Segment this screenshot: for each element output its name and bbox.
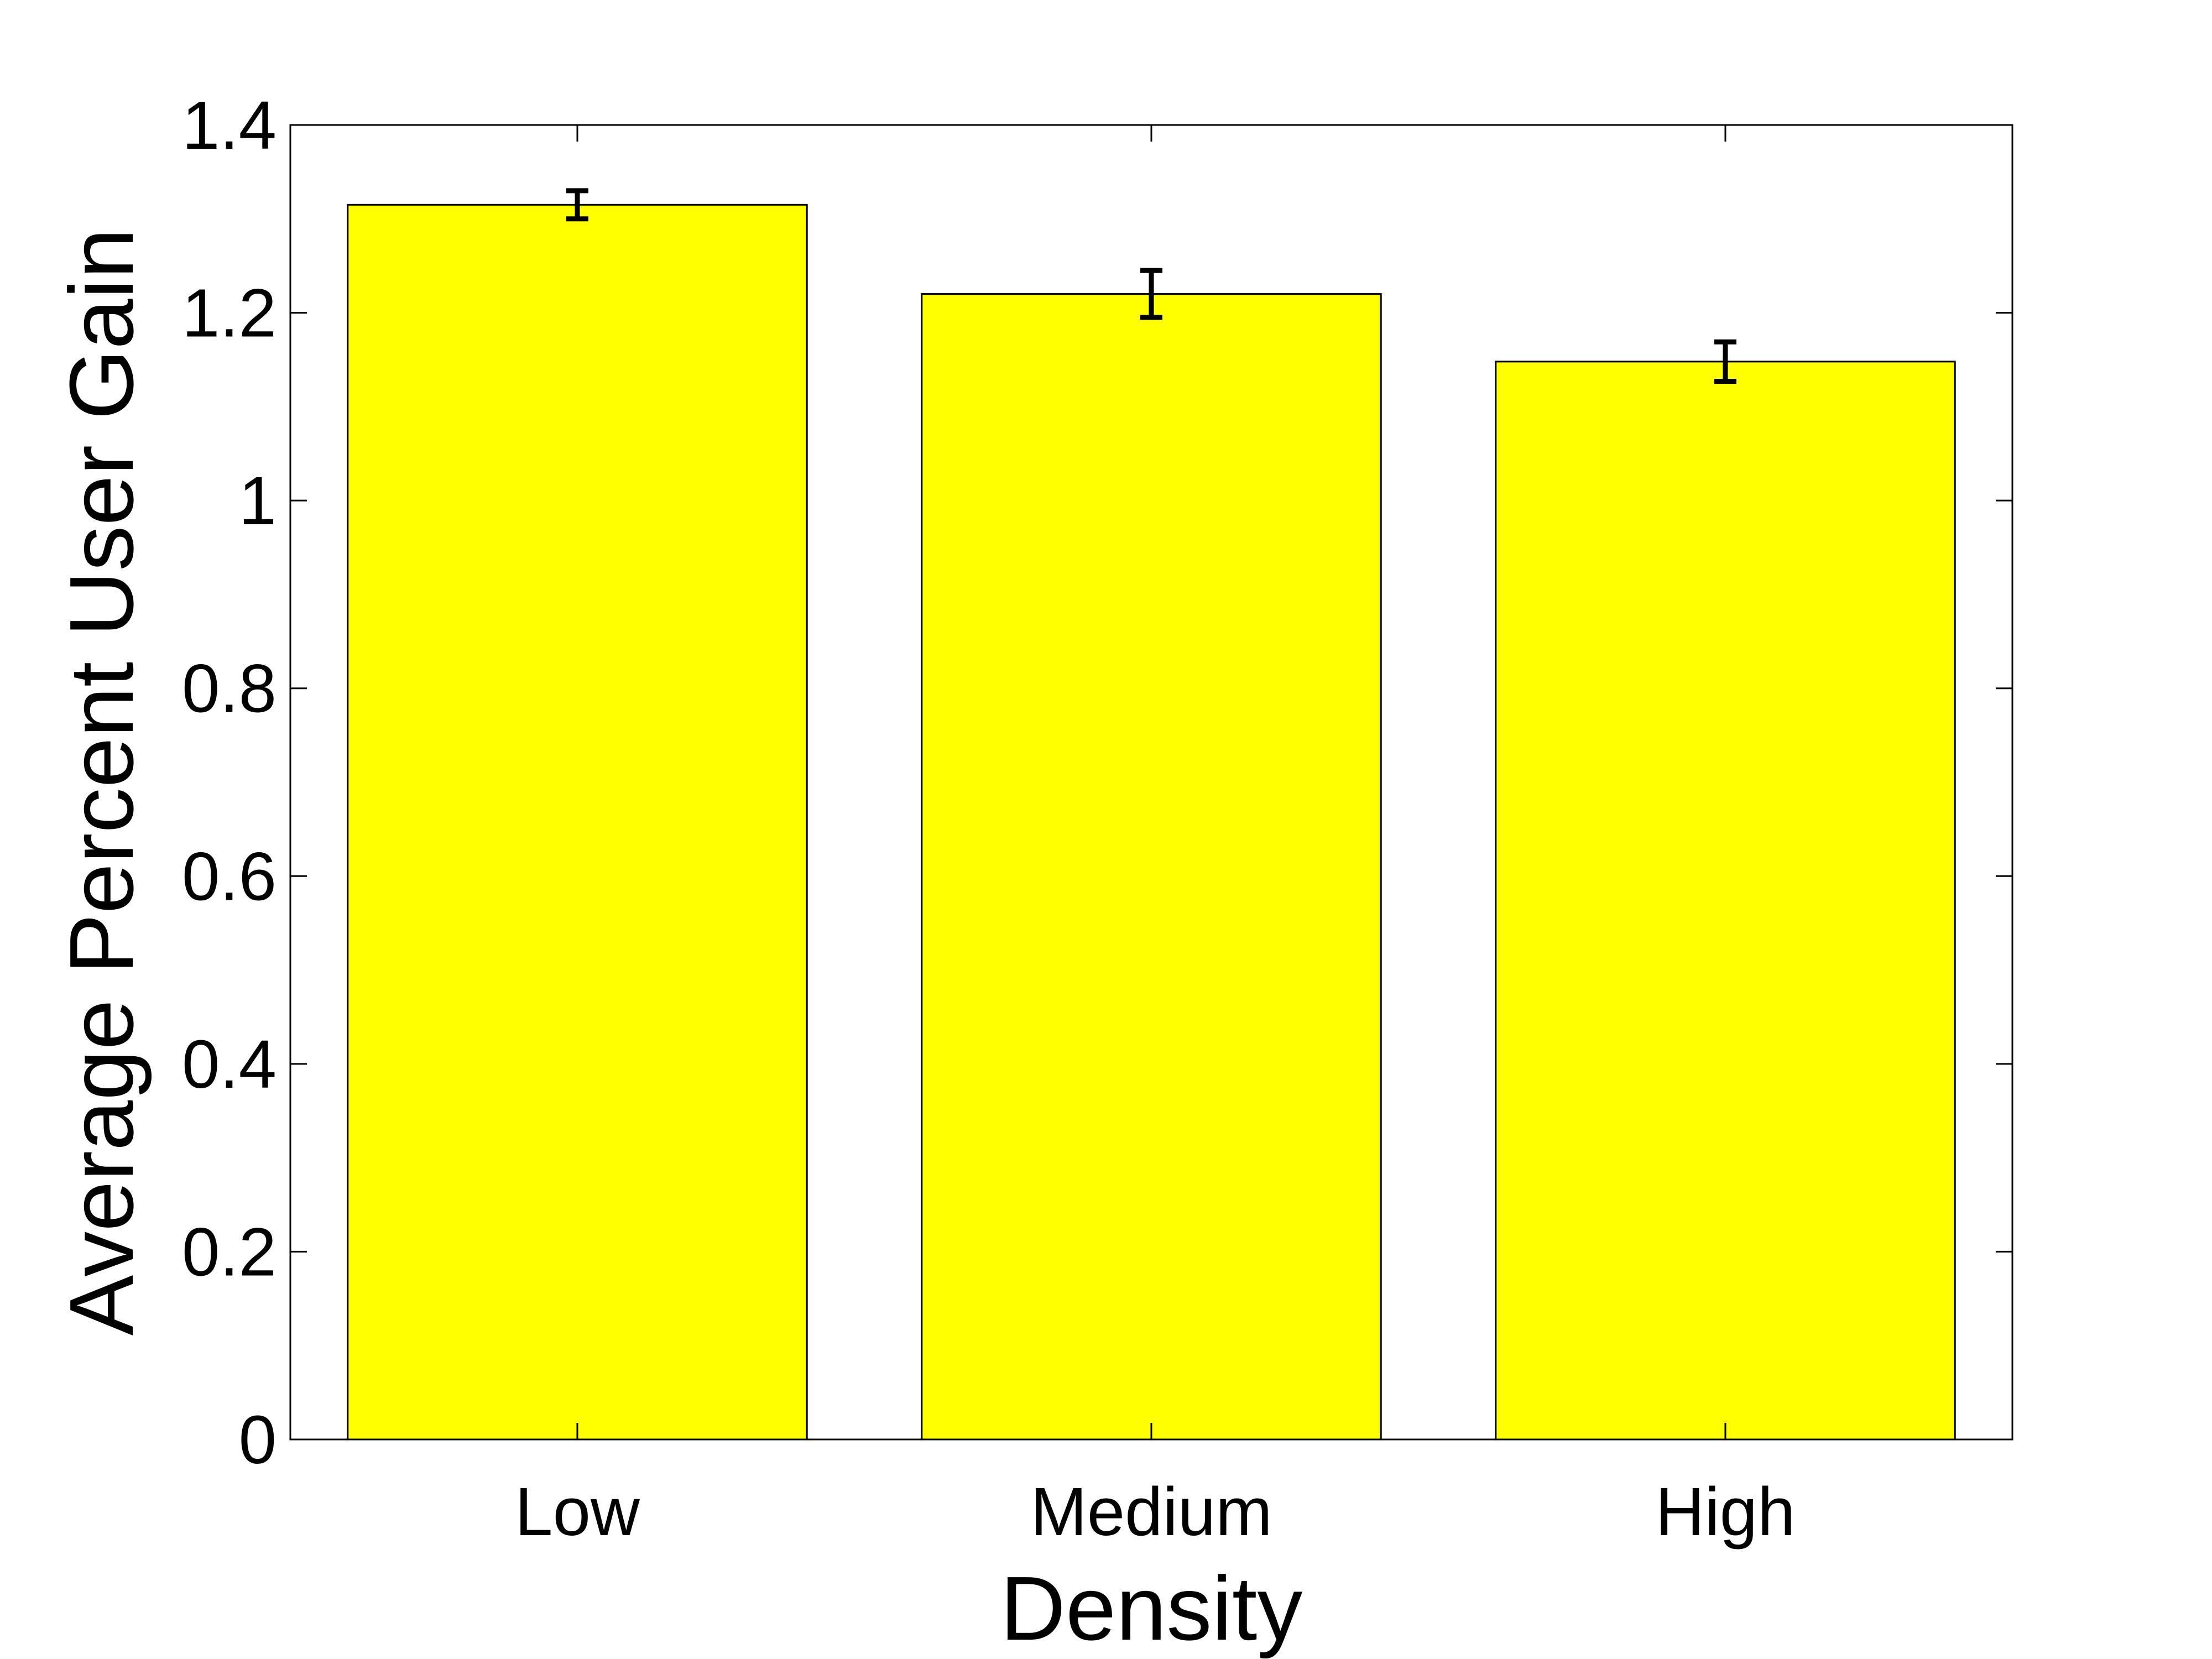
error-bar-high xyxy=(1714,339,1736,384)
y-axis-title: Average Percent User Gain xyxy=(51,228,152,1335)
ticks-group xyxy=(290,124,2012,1441)
y-tick-label: 0 xyxy=(239,1402,276,1478)
bar-high xyxy=(1495,361,1956,1441)
error-bar-low xyxy=(566,188,588,222)
y-tick-label: 1.2 xyxy=(182,276,276,352)
y-tick-label: 0.8 xyxy=(182,651,276,727)
y-tick-label: 0.6 xyxy=(182,839,276,915)
x-tick-label-high: High xyxy=(1656,1474,1796,1550)
x-tick-label-medium: Medium xyxy=(1030,1474,1272,1550)
y-tick-label: 0.4 xyxy=(182,1027,276,1103)
y-tick-label: 0.2 xyxy=(182,1214,276,1290)
error-bars-group xyxy=(566,188,1736,384)
axes-frame xyxy=(289,124,2013,1441)
bars-group xyxy=(347,204,1956,1441)
error-bar-medium xyxy=(1140,268,1162,320)
x-tick-labels: Low Medium High xyxy=(515,1474,1795,1550)
y-tick-labels: 0 0.2 0.4 0.6 0.8 1 1.2 1.4 xyxy=(182,88,276,1478)
bar-medium xyxy=(921,293,1382,1441)
x-axis-title: Density xyxy=(1000,1558,1303,1659)
x-tick-label-low: Low xyxy=(515,1474,640,1550)
bar-low xyxy=(347,204,808,1441)
y-tick-label: 1.4 xyxy=(182,88,276,164)
y-tick-label: 1 xyxy=(239,463,276,539)
